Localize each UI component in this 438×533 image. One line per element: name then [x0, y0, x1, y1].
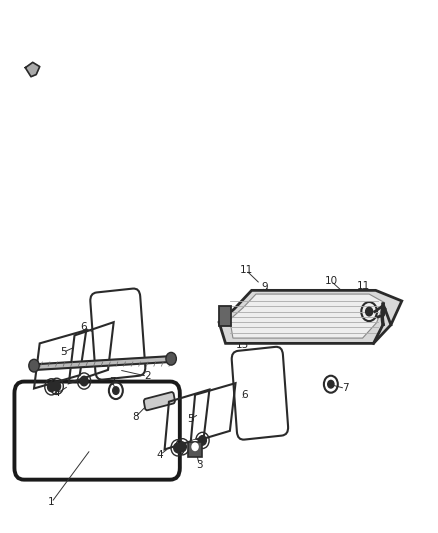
- Circle shape: [80, 376, 88, 386]
- Text: 1: 1: [48, 497, 55, 507]
- FancyBboxPatch shape: [261, 324, 288, 340]
- Text: 4: 4: [54, 388, 60, 398]
- Text: 9: 9: [261, 281, 268, 292]
- Text: 5: 5: [60, 348, 67, 358]
- Circle shape: [328, 381, 334, 388]
- Text: 13: 13: [237, 340, 250, 350]
- Circle shape: [53, 382, 60, 391]
- Text: 6: 6: [241, 390, 247, 400]
- Circle shape: [47, 382, 55, 392]
- Circle shape: [198, 435, 206, 445]
- Circle shape: [166, 352, 177, 365]
- Polygon shape: [230, 294, 385, 338]
- Text: 7: 7: [109, 376, 116, 386]
- Text: 11: 11: [239, 265, 253, 275]
- Circle shape: [179, 442, 186, 451]
- Polygon shape: [25, 62, 40, 77]
- Text: 3: 3: [196, 461, 203, 470]
- Text: 2: 2: [144, 372, 151, 381]
- Circle shape: [192, 443, 198, 450]
- Text: 10: 10: [325, 276, 338, 286]
- Bar: [219, 306, 231, 326]
- Circle shape: [29, 359, 39, 372]
- Polygon shape: [34, 356, 173, 370]
- Bar: [188, 442, 202, 457]
- Circle shape: [113, 387, 119, 394]
- Polygon shape: [219, 290, 402, 343]
- Text: 6: 6: [80, 322, 87, 333]
- Text: 5: 5: [187, 414, 194, 424]
- FancyBboxPatch shape: [144, 392, 175, 410]
- Text: 4: 4: [157, 450, 163, 460]
- Text: 7: 7: [342, 383, 349, 393]
- Circle shape: [174, 443, 182, 453]
- Text: 11: 11: [357, 280, 370, 290]
- Circle shape: [366, 307, 373, 316]
- Text: 8: 8: [132, 412, 139, 422]
